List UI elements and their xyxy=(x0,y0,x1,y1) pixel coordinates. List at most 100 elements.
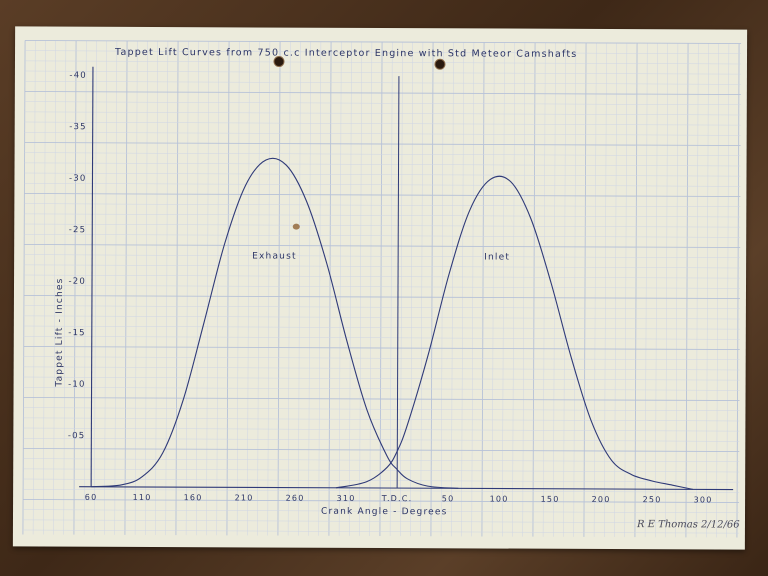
grid-line-vertical xyxy=(573,42,577,537)
grid-line-vertical xyxy=(287,41,291,536)
grid-line-vertical xyxy=(267,41,271,536)
grid-line-horizontal xyxy=(24,101,741,106)
grid-line-vertical xyxy=(542,42,546,537)
grid-line-vertical xyxy=(706,43,709,538)
grid-line-vertical xyxy=(451,42,454,537)
x-tick-label: 60 xyxy=(85,493,98,502)
grid-line-horizontal xyxy=(24,152,741,157)
x-tick-label: 110 xyxy=(133,493,152,502)
grid-line-vertical xyxy=(726,43,730,538)
grid-line-vertical xyxy=(359,41,362,536)
grid-line-horizontal xyxy=(23,305,740,310)
tappet-lift-chart: -05 -10 -15 -20 -25 -30 -35 -40 60 110 160 210 260 3… xyxy=(22,39,742,538)
grid-line-vertical xyxy=(655,43,658,538)
grid-line-vertical xyxy=(563,42,566,537)
grid-line-vertical xyxy=(369,41,373,536)
grid-line-vertical xyxy=(216,41,220,536)
grid-line-horizontal xyxy=(23,356,740,361)
x-axis xyxy=(79,486,734,491)
grid-line-horizontal xyxy=(23,335,740,340)
grid-line-vertical xyxy=(328,41,332,536)
grid-line-vertical xyxy=(318,41,322,536)
x-axis-title: Crank Angle - Degrees xyxy=(321,507,448,518)
grid-line-horizontal xyxy=(24,233,741,238)
grid-line-vertical xyxy=(175,41,179,536)
punch-hole-right xyxy=(434,58,446,70)
grid-line-horizontal xyxy=(23,294,740,300)
x-tick-label: 210 xyxy=(235,493,254,502)
grid-line-vertical xyxy=(716,43,719,538)
grid-line-vertical xyxy=(53,40,56,535)
x-tick-labels: 60 110 160 210 260 310 T.D.C. 50 100 150 200 250 300 xyxy=(85,493,713,505)
x-tick-label: T.D.C. xyxy=(381,494,413,503)
x-tick-label: 100 xyxy=(490,494,509,503)
paper-stain xyxy=(292,223,300,230)
grid-line-horizontal xyxy=(23,488,740,493)
grid-line-vertical xyxy=(695,43,699,538)
grid-line-vertical xyxy=(665,43,668,538)
grid-line-horizontal xyxy=(24,60,741,65)
x-tick-label: 300 xyxy=(694,495,713,504)
grid-line-horizontal xyxy=(24,274,741,279)
grid-line-horizontal xyxy=(24,131,741,136)
grid-line-horizontal xyxy=(24,192,741,198)
grid-line-horizontal xyxy=(24,203,741,208)
y-tick-label: -35 xyxy=(69,122,87,132)
grid-line-horizontal xyxy=(23,447,740,453)
grid-line-vertical xyxy=(410,42,413,537)
graph-paper-sheet: -05 -10 -15 -20 -25 -30 -35 -40 60 110 160 210 260 3… xyxy=(12,26,748,550)
grid-line-horizontal xyxy=(23,427,740,432)
grid-line-horizontal xyxy=(25,50,742,55)
grid-line-vertical xyxy=(63,40,67,535)
grid-line-horizontal xyxy=(22,529,739,534)
inlet-series-label: Inlet xyxy=(484,252,510,262)
grid-line-vertical xyxy=(685,43,689,538)
grid-line-horizontal xyxy=(23,396,740,402)
grid-line-vertical xyxy=(675,43,679,538)
grid-line-horizontal xyxy=(24,70,741,75)
y-tick-labels: -05 -10 -15 -20 -25 -30 -35 -40 xyxy=(68,71,87,442)
x-tick-label: 310 xyxy=(337,494,356,503)
x-tick-label: 260 xyxy=(286,494,305,503)
grid-line-horizontal xyxy=(24,162,741,167)
grid-line-vertical xyxy=(614,43,617,538)
chart-title: Tappet Lift Curves from 750 c.c Intercep… xyxy=(114,47,577,60)
grid-line-vertical xyxy=(736,43,740,538)
y-tick-label: -10 xyxy=(68,380,86,390)
grid-line-horizontal xyxy=(24,264,741,269)
x-tick-label: 250 xyxy=(643,495,662,504)
grid-line-horizontal xyxy=(24,182,741,187)
grid-line-vertical xyxy=(522,42,526,537)
grid-line-horizontal xyxy=(23,407,740,412)
inlet-curve xyxy=(335,175,694,490)
grid-line-vertical xyxy=(420,42,424,537)
grid-line-vertical xyxy=(124,40,128,535)
exhaust-curve xyxy=(91,157,459,489)
grid-line-vertical xyxy=(440,42,444,537)
grid-line-vertical xyxy=(430,42,434,537)
y-tick-label: -15 xyxy=(68,328,86,338)
grid-line-vertical xyxy=(532,42,536,537)
grid-line-vertical xyxy=(226,41,230,536)
grid-line-vertical xyxy=(298,41,301,536)
grid-line-horizontal xyxy=(24,172,741,177)
signature: R E Thomas 2/12/66 xyxy=(636,519,740,530)
y-tick-label: -40 xyxy=(69,71,87,81)
grid-line-vertical xyxy=(502,42,505,537)
y-tick-label: -30 xyxy=(69,174,87,184)
grid-line-vertical xyxy=(22,40,26,535)
grid-line-horizontal xyxy=(24,141,741,147)
grid xyxy=(22,39,742,538)
grid-line-horizontal xyxy=(23,498,740,504)
grid-line-vertical xyxy=(389,42,393,537)
x-tick-label: 50 xyxy=(442,494,455,503)
grid-line-vertical xyxy=(471,42,475,537)
grid-line-vertical xyxy=(196,41,199,536)
grid-line-vertical xyxy=(461,42,464,537)
grid-line-horizontal xyxy=(24,284,741,289)
grid-line-horizontal xyxy=(24,80,741,85)
grid-line-vertical xyxy=(236,41,240,536)
x-tick-label: 150 xyxy=(541,495,560,504)
x-tick-label: 200 xyxy=(592,495,611,504)
grid-line-horizontal xyxy=(23,417,740,422)
